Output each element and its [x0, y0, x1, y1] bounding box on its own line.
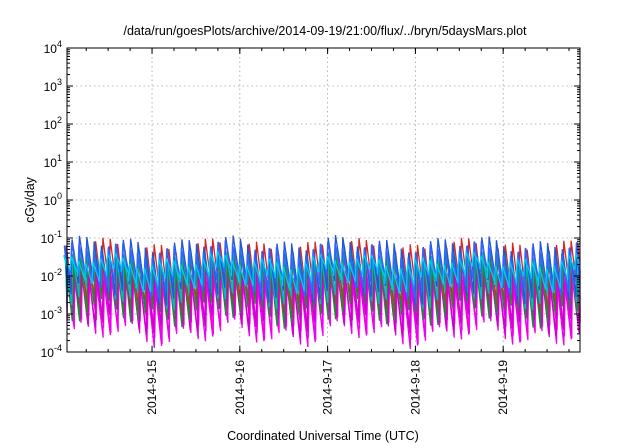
y-tick-label: 101	[44, 153, 62, 170]
y-tick-label: 104	[44, 39, 62, 56]
y-tick-label: 10-4	[41, 343, 62, 360]
x-tick-label: 2014-9-16	[233, 360, 247, 415]
y-tick-label: 10-2	[41, 267, 62, 284]
x-tick-label: 2014-9-17	[321, 360, 335, 415]
x-axis-label: Coordinated Universal Time (UTC)	[227, 429, 419, 443]
x-tick-label: 2014-9-18	[408, 360, 422, 415]
x-tick-labels: 2014-9-15 2014-9-16 2014-9-17 2014-9-18 2014…	[145, 360, 510, 415]
chart-title: /data/run/goesPlots/archive/2014-09-19/2…	[123, 24, 527, 38]
y-tick-labels: 10-4 10-3 10-2 10-1 100 101 102 103 104	[41, 39, 62, 360]
x-tick-label: 2014-9-15	[145, 360, 159, 415]
x-tick-label: 2014-9-19	[496, 360, 510, 415]
y-tick-label: 102	[44, 115, 62, 132]
series-layer	[63, 235, 581, 349]
y-tick-label: 103	[44, 77, 62, 94]
y-tick-label: 10-3	[41, 305, 62, 322]
series-line	[63, 249, 581, 295]
y-tick-label: 10-1	[41, 229, 62, 246]
ticks	[67, 47, 580, 353]
y-axis-label: cGy/day	[23, 176, 37, 223]
y-tick-label: 100	[44, 191, 62, 208]
